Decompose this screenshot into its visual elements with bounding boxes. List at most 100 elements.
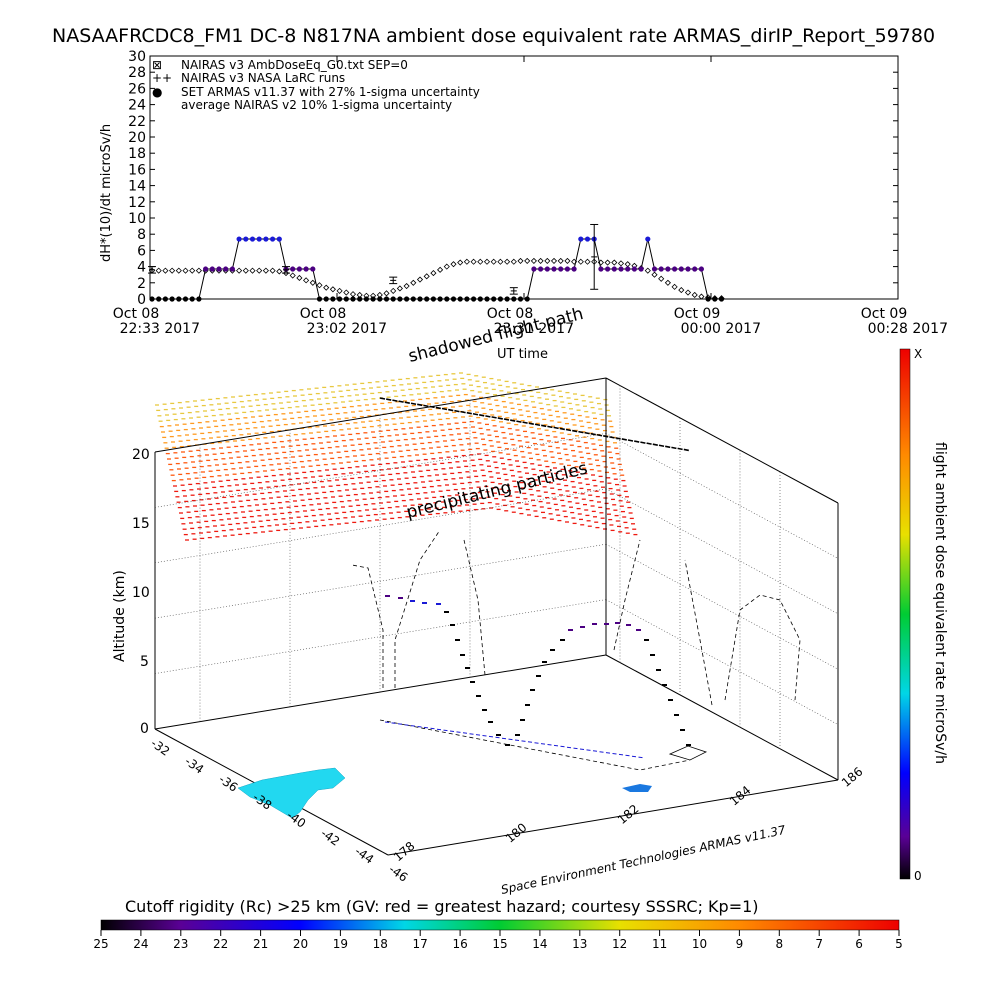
armas-point — [457, 296, 463, 302]
grid-line-horizontal — [154, 433, 607, 508]
longitude-tick: 186 — [839, 764, 866, 789]
bottom-colorbar-ticks: 25 24 23 22 21 20 19 18 17 16 15 14 13 12 11 10 9 8 7 6 5 — [93, 930, 903, 951]
armas-point — [236, 236, 242, 242]
bottom-colorbar-tick-label: 15 — [492, 937, 507, 951]
nairas-v3-point — [182, 267, 189, 274]
armas-point — [390, 296, 396, 302]
armas-point — [290, 266, 296, 272]
armas-point — [625, 266, 631, 272]
nairas-v3-point — [336, 287, 343, 294]
right-colorbar-bottom-label: 0 — [914, 869, 922, 883]
z-tick-5: 5 — [140, 654, 149, 670]
armas-point — [176, 296, 182, 302]
armas-point — [598, 266, 604, 272]
nairas-v3-point — [236, 267, 243, 274]
right-colorbar — [899, 348, 911, 880]
nairas-v3-point — [664, 279, 671, 286]
projection-path — [684, 559, 713, 706]
armas-point — [611, 266, 617, 272]
armas-point — [196, 296, 202, 302]
ground-track-dash — [404, 724, 409, 726]
shadow-path-dash — [429, 405, 435, 409]
armas-point — [296, 266, 302, 272]
ground-track-dash — [443, 729, 448, 732]
credit-text: Space Environment Technologies ARMAS v11… — [500, 823, 787, 897]
legend-symbol-larc: ++ — [152, 71, 172, 85]
armas-point — [464, 296, 470, 302]
bottom-colorbar-tick-label: 20 — [293, 937, 308, 951]
nairas-v3-point — [658, 275, 665, 282]
armas-point — [169, 296, 175, 302]
armas-point — [685, 266, 691, 272]
armas-point — [243, 236, 249, 242]
nairas-v3-point — [195, 267, 202, 274]
z-tick-10: 10 — [132, 585, 150, 601]
nairas-v3-point — [390, 287, 397, 294]
x-tick-date: Oct 08 — [300, 306, 346, 322]
nairas-v3-point — [396, 285, 403, 292]
nairas-v3-point — [530, 257, 537, 264]
shadow-path-dash — [454, 409, 460, 413]
latitude-tick: -44 — [352, 844, 376, 867]
nairas-v3-point — [162, 267, 169, 274]
latitude-tick: -42 — [318, 826, 342, 849]
armas-point — [517, 296, 524, 302]
nairas-v3-point — [510, 258, 517, 265]
ground-track-dash — [514, 739, 520, 741]
shadow-path-dash — [634, 440, 640, 443]
x-tick-date: Oct 09 — [861, 306, 907, 322]
nairas-v3-point — [423, 273, 430, 280]
x-tick-time: 00:28 2017 — [868, 321, 948, 337]
armas-point — [383, 296, 390, 302]
ground-track-dash — [566, 746, 572, 749]
armas-point — [182, 296, 189, 302]
y-tick-label: 8 — [137, 227, 146, 243]
armas-point — [323, 296, 329, 302]
shadow-path-dash — [603, 435, 609, 438]
nairas-v3-point — [316, 282, 323, 289]
shadow-path-dash — [510, 419, 516, 422]
latitude-tick: -46 — [386, 862, 410, 885]
nairas-v3-point — [617, 260, 625, 267]
armas-point — [524, 296, 530, 302]
armas-point — [343, 296, 349, 302]
nairas-v3-point — [611, 259, 618, 266]
right-colorbar-title: flight ambient dose equivalent rate micr… — [932, 442, 948, 764]
ground-track-dash — [391, 722, 396, 724]
nairas-v3-point — [169, 267, 176, 274]
shadow-path-dash — [553, 426, 559, 430]
armas-point — [471, 296, 477, 302]
ground-track-dash — [625, 754, 630, 757]
ground-track-dash — [631, 755, 637, 758]
bottom-colorbar-tick-label: 24 — [133, 937, 148, 951]
armas-point — [337, 296, 343, 302]
bottom-colorbar-tick-label: 9 — [736, 937, 744, 951]
bottom-colorbar-title: Cutoff rigidity (Rc) >25 km (GV: red = g… — [125, 897, 759, 916]
armas-point — [229, 266, 235, 272]
shadow-path-dash — [392, 399, 398, 402]
chart-title: NASAAFRCDC8_FM1 DC-8 N817NA ambient dose… — [52, 25, 935, 47]
nairas-v3-point — [477, 258, 484, 265]
legend-symbol-armas: ● — [152, 85, 162, 99]
y-tick-label: 6 — [137, 243, 146, 259]
shadow-path-dash — [435, 406, 441, 410]
ground-track-dash — [482, 735, 487, 737]
shadow-path-dash — [640, 441, 646, 444]
nairas-v3-point — [604, 259, 611, 266]
shadow-path-dash — [572, 429, 578, 433]
y-tick-label: 14 — [128, 179, 146, 195]
shadow-path-dash — [658, 444, 665, 448]
nairas-v3-point — [490, 258, 497, 265]
ground-track-dash — [469, 733, 474, 735]
nairas-v3-point — [410, 279, 417, 286]
ground-track-dash — [573, 747, 578, 750]
3d-box — [154, 377, 839, 856]
z-axis-label: Altitude (km) — [112, 570, 128, 662]
grid-line-horizontal — [154, 599, 607, 674]
ground-track-dash — [423, 726, 429, 729]
nairas-v3-point — [624, 261, 631, 268]
projection-path — [351, 564, 384, 688]
bottom-colorbar-tick-label: 22 — [213, 937, 228, 951]
